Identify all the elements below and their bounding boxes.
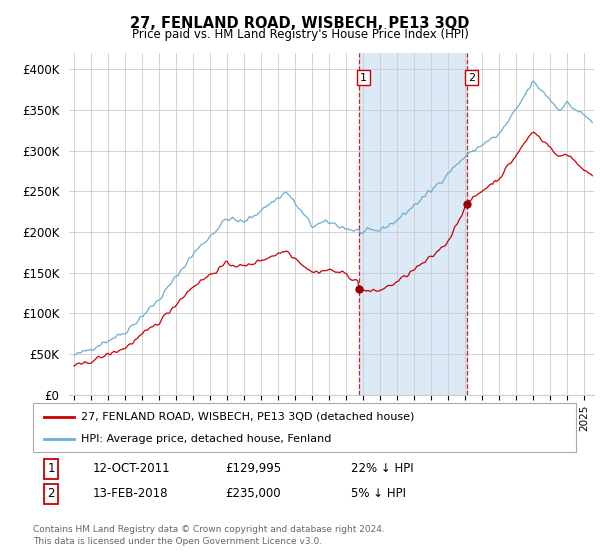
Text: 13-FEB-2018: 13-FEB-2018 xyxy=(93,487,169,501)
Bar xyxy=(359,53,467,395)
Text: 5% ↓ HPI: 5% ↓ HPI xyxy=(351,487,406,501)
Text: 2: 2 xyxy=(47,487,55,501)
Text: 27, FENLAND ROAD, WISBECH, PE13 3QD (detached house): 27, FENLAND ROAD, WISBECH, PE13 3QD (det… xyxy=(81,412,415,422)
Text: 22% ↓ HPI: 22% ↓ HPI xyxy=(351,462,413,475)
Text: 2: 2 xyxy=(468,73,475,83)
Text: 1: 1 xyxy=(47,462,55,475)
Text: 12-OCT-2011: 12-OCT-2011 xyxy=(93,462,170,475)
Text: £129,995: £129,995 xyxy=(225,462,281,475)
Text: Price paid vs. HM Land Registry's House Price Index (HPI): Price paid vs. HM Land Registry's House … xyxy=(131,28,469,41)
Text: 1: 1 xyxy=(360,73,367,83)
Text: Contains HM Land Registry data © Crown copyright and database right 2024.
This d: Contains HM Land Registry data © Crown c… xyxy=(33,525,385,546)
Text: 27, FENLAND ROAD, WISBECH, PE13 3QD: 27, FENLAND ROAD, WISBECH, PE13 3QD xyxy=(130,16,470,31)
Text: HPI: Average price, detached house, Fenland: HPI: Average price, detached house, Fenl… xyxy=(81,433,331,444)
Text: £235,000: £235,000 xyxy=(225,487,281,501)
